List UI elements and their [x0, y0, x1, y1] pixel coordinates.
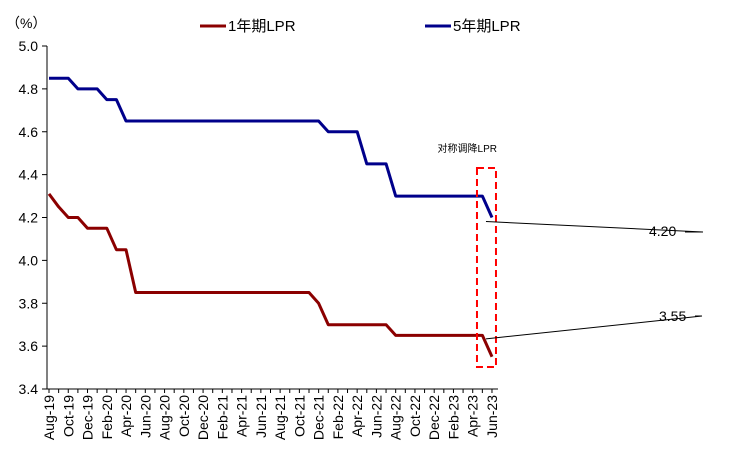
- y-axis-unit: （%）: [6, 15, 46, 31]
- x-axis: Aug-19 Oct-19 Dec-19 Feb-20 Apr-20 Jun-20 Aug-…: [41, 388, 500, 440]
- x-tick-label: Feb-22: [330, 395, 346, 440]
- y-axis: 5.0 4.8 4.6 4.4 4.2 4.0 3.8 3.6 3.4 （%）: [6, 15, 48, 397]
- y-tick-label: 4.6: [19, 124, 39, 140]
- x-tick-label: Oct-22: [407, 395, 423, 437]
- y-tick-label: 4.4: [19, 167, 39, 183]
- box-label: 对称调降LPR: [438, 142, 497, 155]
- x-tick-label: Oct-19: [60, 395, 76, 437]
- x-tick-label: Dec-21: [311, 395, 327, 440]
- series-line-1y-lpr: [47, 193, 494, 358]
- x-tick-label: Feb-23: [445, 395, 461, 440]
- y-tick-label: 4.0: [19, 252, 39, 268]
- series-line-5y-lpr: [49, 76, 494, 219]
- chart-annotations: 对称调降LPR 4.20 3.55: [438, 142, 704, 368]
- y-tick-label: 3.4: [19, 381, 39, 397]
- x-tick-label: Aug-21: [272, 395, 288, 440]
- x-tick-label: Dec-19: [80, 395, 96, 440]
- x-tick-label: Aug-19: [41, 395, 57, 440]
- highlight-box: [475, 167, 497, 368]
- x-tick-label: Apr-22: [349, 395, 365, 437]
- y-tick-label: 3.8: [19, 295, 39, 311]
- chart-legend: 1年期LPR 5年期LPR: [200, 18, 521, 35]
- value-label-1y: 3.55: [659, 308, 686, 324]
- x-tick-label: Jun-20: [137, 395, 153, 438]
- y-tick-label: 4.8: [19, 81, 39, 97]
- y-tick-label: 5.0: [19, 38, 39, 54]
- x-tick-label: Feb-21: [214, 395, 230, 440]
- x-tick-label: Feb-20: [99, 395, 115, 440]
- leader-line-5y: [485, 221, 704, 233]
- x-tick-label: Dec-22: [426, 395, 442, 440]
- x-tick-label: Aug-20: [157, 395, 173, 440]
- y-tick-label: 3.6: [19, 338, 39, 354]
- x-tick-label: Oct-20: [176, 395, 192, 437]
- x-tick-label: Jun-23: [484, 395, 500, 438]
- x-tick-label: Aug-22: [388, 395, 404, 440]
- x-tick-label: Apr-23: [465, 395, 481, 437]
- legend-label: 5年期LPR: [453, 18, 521, 35]
- x-tick-label: Jun-22: [368, 395, 384, 438]
- x-tick-label: Oct-21: [291, 395, 307, 437]
- x-tick-label: Apr-20: [118, 395, 134, 437]
- x-tick-label: Jun-21: [253, 395, 269, 438]
- series-lines: [47, 76, 494, 358]
- leader-line-1y: [485, 315, 703, 340]
- y-tick-label: 4.2: [19, 210, 39, 226]
- value-label-5y: 4.20: [649, 223, 676, 239]
- x-tick-label: Dec-20: [195, 395, 211, 440]
- legend-label: 1年期LPR: [228, 18, 296, 35]
- x-tick-label: Apr-21: [234, 395, 250, 437]
